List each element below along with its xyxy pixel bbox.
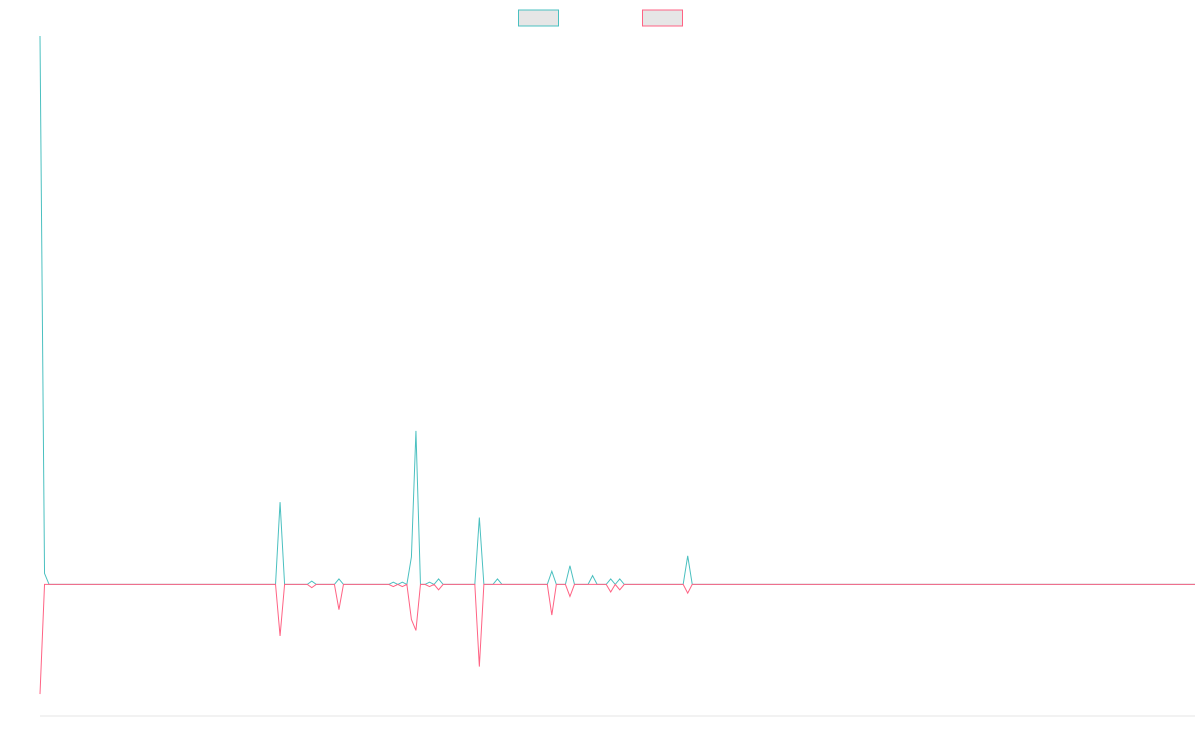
- series-line-1: [39, 35, 1195, 586]
- legend-swatch-2[interactable]: [642, 9, 683, 27]
- legend: [518, 9, 683, 27]
- series-line-2: [39, 583, 1195, 695]
- legend-swatch-1[interactable]: [518, 9, 559, 27]
- series-group: [39, 35, 1195, 695]
